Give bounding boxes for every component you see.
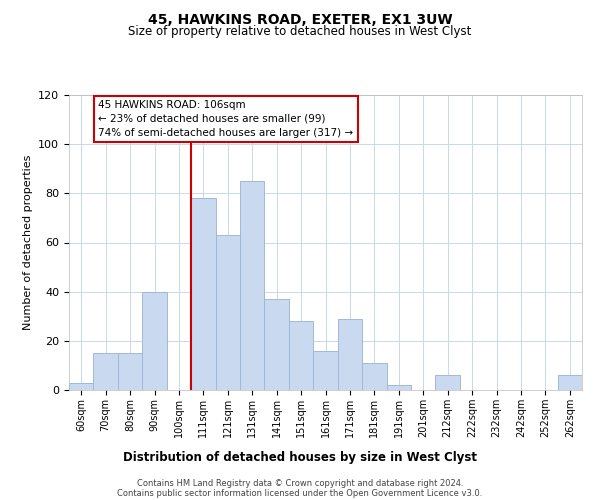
Bar	[191, 198, 215, 390]
Text: Distribution of detached houses by size in West Clyst: Distribution of detached houses by size …	[123, 451, 477, 464]
Bar	[69, 382, 94, 390]
Text: Size of property relative to detached houses in West Clyst: Size of property relative to detached ho…	[128, 25, 472, 38]
Bar	[240, 181, 265, 390]
Bar	[557, 375, 582, 390]
Bar	[362, 363, 386, 390]
Bar	[215, 235, 240, 390]
Bar	[142, 292, 167, 390]
Bar	[118, 353, 142, 390]
Bar	[265, 299, 289, 390]
Text: 45 HAWKINS ROAD: 106sqm
← 23% of detached houses are smaller (99)
74% of semi-de: 45 HAWKINS ROAD: 106sqm ← 23% of detache…	[98, 100, 353, 138]
Text: Contains public sector information licensed under the Open Government Licence v3: Contains public sector information licen…	[118, 490, 482, 498]
Y-axis label: Number of detached properties: Number of detached properties	[23, 155, 32, 330]
Bar	[338, 318, 362, 390]
Text: Contains HM Land Registry data © Crown copyright and database right 2024.: Contains HM Land Registry data © Crown c…	[137, 480, 463, 488]
Bar	[313, 350, 338, 390]
Bar	[386, 385, 411, 390]
Bar	[289, 321, 313, 390]
Bar	[436, 375, 460, 390]
Text: 45, HAWKINS ROAD, EXETER, EX1 3UW: 45, HAWKINS ROAD, EXETER, EX1 3UW	[148, 12, 452, 26]
Bar	[94, 353, 118, 390]
